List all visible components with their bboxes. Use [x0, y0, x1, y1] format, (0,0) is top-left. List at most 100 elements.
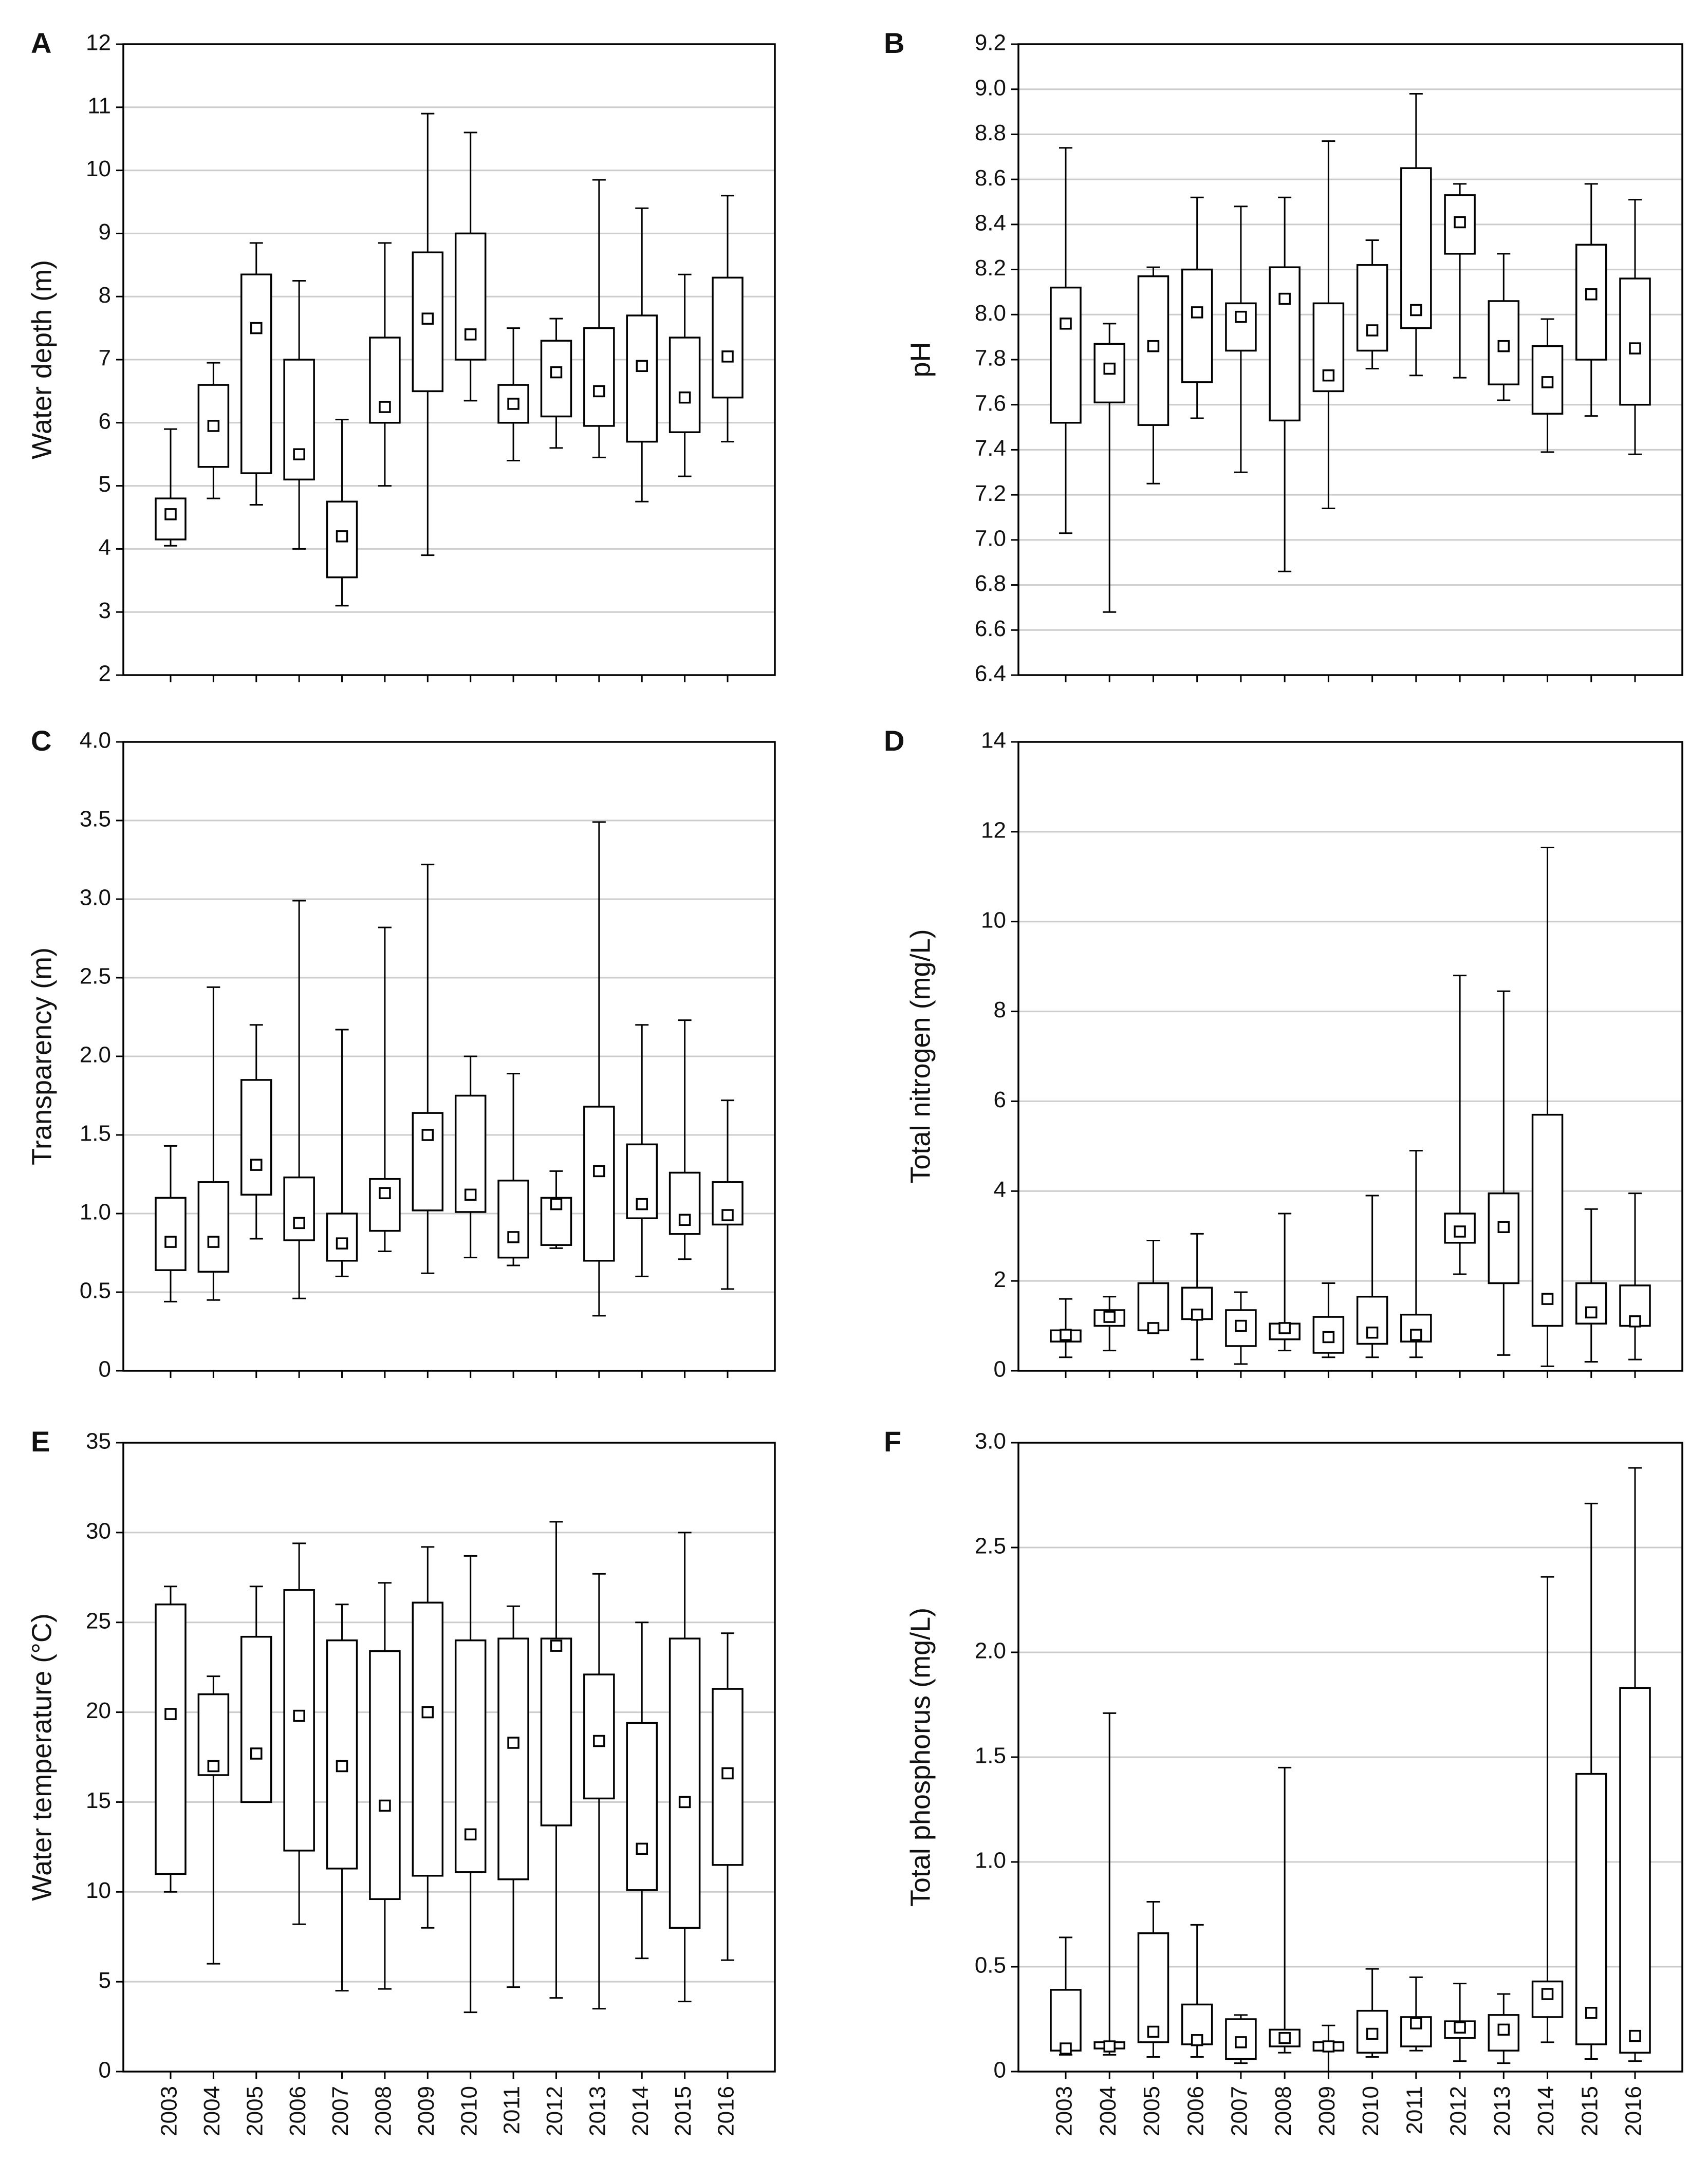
median-marker: [550, 1639, 563, 1652]
iqr-box: [369, 1178, 401, 1232]
x-tick-label: 2003: [1052, 2086, 1077, 2136]
y-tick-label: 1.5: [975, 1743, 1006, 1768]
median-marker: [1191, 306, 1203, 319]
iqr-box: [1619, 1687, 1651, 2054]
x-tick-label: 2008: [371, 2086, 396, 2136]
median-marker: [1585, 1306, 1598, 1319]
box-2007: 2007: [1225, 2014, 1257, 2136]
box-2012: 2012: [1444, 1983, 1476, 2136]
median-marker: [207, 1760, 220, 1773]
y-tick-label: 7: [99, 346, 111, 371]
box-2010: [454, 132, 487, 682]
median-marker: [1366, 1326, 1379, 1339]
box-2004: [197, 986, 230, 1378]
median-marker: [593, 385, 605, 398]
iqr-box: [1400, 167, 1432, 329]
box-2003: [1050, 1298, 1082, 1378]
median-marker: [164, 1708, 177, 1720]
y-tick-label: 2.5: [975, 1534, 1006, 1559]
y-tick-label: 12: [981, 817, 1006, 843]
median-marker: [1103, 2040, 1116, 2053]
iqr-box: [540, 340, 572, 418]
box-2013: 2013: [1488, 1993, 1520, 2136]
median-marker: [1497, 340, 1510, 352]
median-marker: [1278, 2031, 1291, 2044]
box-2014: [1531, 318, 1564, 682]
median-marker: [1060, 318, 1072, 330]
y-tick-label: 0: [99, 2058, 111, 2083]
x-tick-label: 2014: [1533, 2086, 1558, 2136]
median-marker: [207, 420, 220, 432]
x-tick-label: 2005: [1139, 2086, 1164, 2136]
y-tick-label: 3.5: [80, 807, 111, 832]
y-axis-label: pH: [905, 342, 936, 377]
x-tick-label: 2006: [1183, 2086, 1208, 2136]
box-2004: [1093, 323, 1125, 682]
median-marker: [1235, 2036, 1247, 2048]
box-2012: [1444, 975, 1476, 1378]
box-2006: [283, 900, 315, 1378]
box-2015: [1575, 1208, 1607, 1378]
median-marker: [1366, 324, 1379, 337]
y-tick-label: 7.2: [975, 481, 1006, 506]
box-2016: 2016: [1619, 1467, 1651, 2136]
box-2016: [1619, 199, 1651, 682]
box-2012: [540, 1170, 572, 1378]
box-2005: 2005: [1137, 1901, 1169, 2136]
box-2008: [1269, 1213, 1301, 1378]
box-2011: [1400, 92, 1432, 682]
box-2016: [712, 1099, 744, 1378]
iqr-box: [1575, 244, 1607, 361]
iqr-box: [1444, 1213, 1476, 1244]
iqr-box: [1269, 266, 1301, 422]
y-tick-label: 14: [981, 728, 1006, 753]
y-tick-label: 30: [86, 1518, 111, 1543]
median-marker: [678, 1214, 691, 1226]
median-marker: [550, 366, 563, 379]
x-tick-label: 2015: [1577, 2086, 1602, 2136]
box-2007: 2007: [326, 1604, 358, 2136]
median-marker: [1410, 2017, 1422, 2029]
iqr-box: [240, 273, 272, 474]
x-tick-label: 2010: [1358, 2086, 1383, 2136]
median-marker: [421, 312, 434, 325]
x-tick-label: 2016: [714, 2086, 739, 2136]
box-2009: [1312, 140, 1345, 682]
median-marker: [636, 360, 648, 372]
median-marker: [1322, 2040, 1335, 2053]
box-2012: [540, 318, 572, 682]
median-marker: [1060, 2042, 1072, 2055]
y-tick-label: 0: [994, 2058, 1006, 2083]
median-marker: [293, 1709, 305, 1722]
y-tick-label: 1.0: [975, 1848, 1006, 1873]
box-2015: [669, 1019, 701, 1378]
y-tick-label: 4.0: [80, 728, 111, 753]
median-marker: [1454, 2021, 1466, 2034]
plot-frame: [122, 1442, 776, 2073]
iqr-box: [1050, 286, 1082, 424]
median-marker: [1410, 1329, 1422, 1341]
median-marker: [1454, 216, 1466, 229]
iqr-box: [240, 1079, 272, 1196]
box-2009: [412, 113, 444, 682]
iqr-box: [1619, 277, 1651, 406]
box-2007: [326, 419, 358, 682]
median-marker: [250, 1159, 263, 1171]
x-tick-label: 2011: [1402, 2086, 1427, 2135]
y-tick-label: 7.8: [975, 346, 1006, 371]
median-marker: [1541, 1293, 1554, 1305]
box-2004: 2004: [1093, 1712, 1125, 2136]
y-tick-label: 4: [99, 535, 111, 560]
box-2004: [197, 362, 230, 682]
x-tick-label: 2004: [199, 2086, 225, 2136]
y-tick-label: 5: [99, 472, 111, 497]
box-2014: 2014: [626, 1622, 658, 2136]
y-tick-label: 2: [994, 1267, 1006, 1292]
median-marker: [1103, 362, 1116, 375]
panel-label-B: B: [884, 27, 904, 59]
median-marker: [164, 1236, 177, 1248]
y-tick-label: 9.2: [975, 30, 1006, 55]
box-2013: [1488, 990, 1520, 1378]
box-2005: [1137, 1239, 1169, 1378]
box-2007: [326, 1029, 358, 1378]
